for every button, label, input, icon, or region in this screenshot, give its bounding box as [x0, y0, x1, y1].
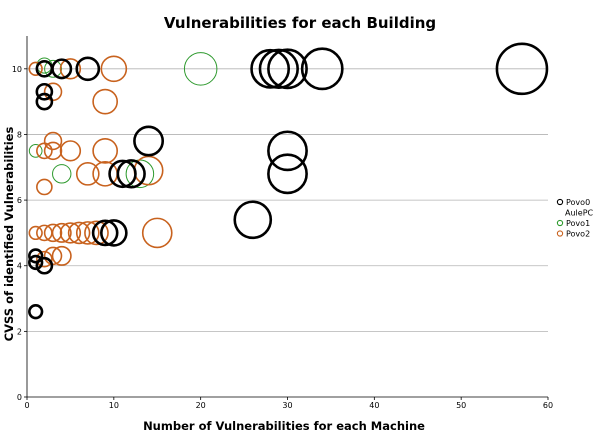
- bubble-povo2: [36, 250, 53, 268]
- bubble-povo0: [133, 125, 165, 157]
- bubble-layer: [28, 42, 549, 320]
- legend-marker-povo2: [556, 230, 564, 237]
- bubble-povo0: [51, 58, 73, 80]
- x-tick-label: 50: [456, 401, 466, 410]
- bubble-povo0: [267, 48, 308, 90]
- bubble-povo2: [51, 245, 72, 266]
- legend-label-povo0: Povo0: [566, 198, 590, 207]
- tick-labels: 0 2 4 6 8 10 0 10 20 30 40 50 60: [12, 65, 553, 410]
- x-tick-label: 60: [543, 401, 553, 410]
- bubble-povo0: [258, 48, 299, 89]
- bubble-povo0: [250, 48, 291, 89]
- bubble-povo2: [92, 138, 118, 164]
- x-tick-label: 20: [196, 401, 206, 410]
- bubble-povo1: [28, 144, 43, 158]
- bubble-povo2: [133, 155, 164, 186]
- bubble-povo2: [43, 141, 63, 161]
- bubble-povo2: [28, 61, 43, 76]
- bubble-povo2: [59, 58, 82, 80]
- legend-label-aulepc: AulePC: [565, 209, 594, 218]
- bubble-povo1: [44, 59, 62, 78]
- legend-marker-povo1: [556, 219, 564, 227]
- bubble-povo0: [495, 42, 549, 96]
- x-axis-label: Number of Vulnerabilities for each Machi…: [143, 419, 425, 433]
- bubble-povo2: [100, 55, 128, 83]
- bubble-povo0: [233, 200, 273, 240]
- bubble-povo0: [108, 159, 137, 189]
- legend-label-povo1: Povo1: [566, 219, 590, 228]
- bubble-povo2: [75, 161, 100, 186]
- x-tick-label: 30: [282, 401, 292, 410]
- bubble-povo0: [35, 92, 54, 111]
- bubble-povo0: [100, 219, 128, 247]
- bubble-povo2: [141, 217, 173, 249]
- bubble-povo2: [92, 88, 118, 115]
- bubble-povo2: [75, 221, 100, 245]
- bubble-povo2: [59, 222, 82, 244]
- bubble-povo2: [36, 178, 53, 196]
- legend-marker-povo0: [556, 198, 564, 206]
- legend-label-povo2: Povo2: [566, 230, 590, 239]
- y-tick-label: 10: [12, 65, 22, 74]
- bubble-povo1: [183, 52, 218, 86]
- y-tick-label: 6: [17, 196, 22, 205]
- x-tick-label: 10: [109, 401, 119, 410]
- bubble-povo0: [28, 304, 44, 320]
- bubble-povo2: [28, 225, 43, 241]
- bubble-povo2: [43, 223, 63, 243]
- bubble-povo0: [267, 153, 308, 195]
- bubble-povo2: [59, 140, 82, 162]
- bubble-povo2: [67, 221, 91, 245]
- y-axis-label: CVSS of identified Vulnerabilities: [2, 127, 16, 342]
- x-tick-label: 0: [24, 401, 29, 410]
- bubble-povo2: [43, 131, 63, 151]
- y-tick-label: 8: [17, 130, 22, 139]
- bubble-povo0: [91, 219, 119, 247]
- y-tick-label: 4: [17, 262, 22, 271]
- bubble-povo0: [28, 254, 44, 271]
- chart-title: Vulnerabilities for each Building: [164, 14, 436, 32]
- bubble-povo0: [116, 159, 146, 189]
- x-tick-label: 40: [369, 401, 379, 410]
- y-tick-label: 0: [17, 393, 22, 402]
- grid-lines: [27, 68, 548, 332]
- bubble-povo0: [267, 130, 308, 172]
- bubble-povo2: [51, 222, 72, 243]
- bubble-povo0: [35, 82, 54, 101]
- bubble-povo1: [52, 164, 72, 184]
- y-tick-label: 2: [17, 327, 22, 336]
- bubble-povo0: [75, 56, 101, 82]
- bubble-povo0: [300, 47, 344, 91]
- bubble-povo0: [35, 256, 54, 275]
- bubble-povo2: [84, 220, 109, 246]
- bubble-povo0: [28, 248, 44, 264]
